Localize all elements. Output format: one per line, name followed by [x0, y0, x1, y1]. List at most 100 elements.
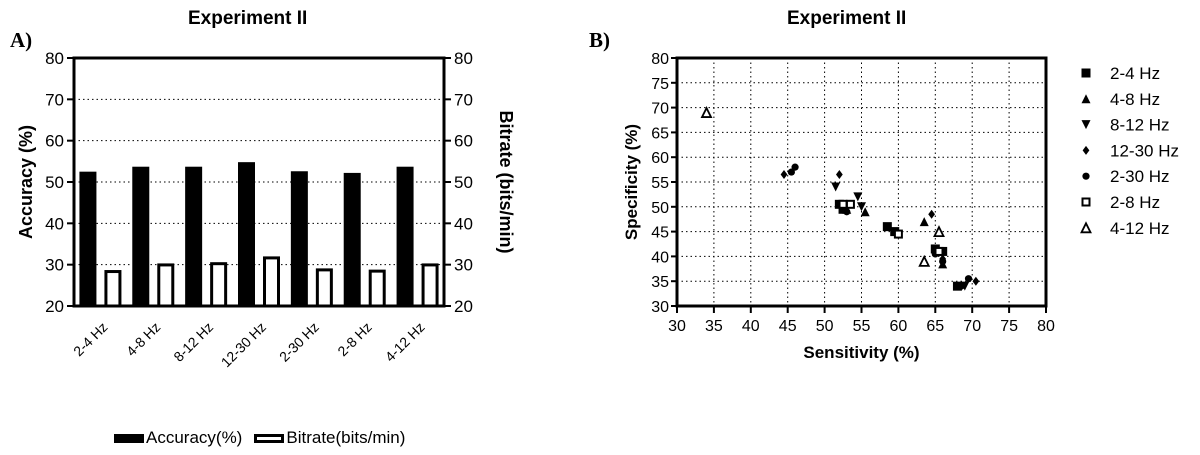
y2-tick-label: 20: [454, 297, 473, 316]
point-2-8hz: [838, 199, 848, 209]
y-tick-label: 20: [45, 297, 64, 316]
y-tick-label: 45: [651, 225, 669, 242]
legend-marker-2-30hz: [1082, 172, 1090, 180]
point-2-30hz: [843, 208, 851, 216]
x-tick-label: 75: [1000, 318, 1018, 335]
legend-label-12-30hz: 12-30 Hz: [1110, 141, 1179, 160]
point-2-30hz: [791, 163, 799, 171]
y-tick-label: 70: [651, 101, 669, 118]
y-tick-label: 50: [651, 200, 669, 217]
y-tick-label: 55: [651, 175, 669, 192]
point-8-12hz: [857, 202, 866, 212]
y-tick-label: 65: [651, 125, 669, 142]
y-axis-label: Accuracy (%): [16, 125, 36, 239]
panel-a-title: Experiment II: [188, 8, 308, 29]
y-tick-label: 40: [651, 249, 669, 266]
point-4-8hz: [919, 217, 929, 227]
y-tick-label: 35: [651, 274, 669, 291]
panel-b-letter: B): [589, 28, 610, 52]
plot-frame: [72, 56, 446, 308]
legend-label-4-8hz: 4-8 Hz: [1110, 90, 1160, 109]
legend-swatch-bitrate: [254, 433, 285, 443]
legend-item-accuracy: Accuracy(%): [114, 428, 242, 448]
y2-tick-label: 70: [454, 90, 473, 109]
legend-label-2-4hz: 2-4 Hz: [1110, 64, 1160, 83]
panel-b-title: Experiment II: [787, 8, 907, 29]
x-tick-label: 55: [853, 318, 871, 335]
bar-accuracy: [290, 171, 308, 306]
point-2-30hz: [964, 275, 973, 283]
point-2-8hz: [893, 229, 903, 239]
y-tick-label: 70: [45, 90, 64, 109]
point-8-12hz: [831, 182, 841, 192]
legend-label-2-8hz: 2-8 Hz: [1110, 193, 1160, 212]
point-12-30hz: [972, 276, 980, 286]
plot-frame: [675, 56, 1048, 308]
bar-legend: Accuracy(%) Bitrate(bits/min): [114, 428, 417, 448]
point-4-8hz: [860, 207, 870, 217]
point-2-30hz: [787, 168, 795, 176]
point-2-8hz: [845, 199, 855, 209]
y-tick-label: 40: [45, 214, 64, 233]
x-axis-label: Sensitivity (%): [803, 343, 919, 362]
y-tick-label: 75: [651, 76, 669, 93]
scatter-chart: 30 35 40 45 50 55 60 65 70 75 80 30 35 40 45 50 55 60 65 70…: [622, 51, 1179, 362]
point-2-4hz: [952, 281, 962, 291]
y2-tick-label: 50: [454, 173, 473, 192]
legend-marker-2-4hz: [1081, 68, 1091, 78]
legend-label-2-30hz: 2-30 Hz: [1110, 167, 1170, 186]
y-tick-label: 50: [45, 173, 64, 192]
y-tick-label: 80: [651, 51, 669, 68]
legend-marker-12-30hz: [1082, 145, 1090, 155]
legend-swatch-accuracy: [114, 433, 144, 443]
x-tick-label: 30: [668, 318, 686, 335]
bar-accuracy: [185, 166, 203, 306]
x-tick-label: 50: [816, 318, 834, 335]
x-tick-label: 35: [705, 318, 723, 335]
y2-tick-label: 30: [454, 256, 473, 275]
point-12-30hz: [835, 170, 843, 180]
point-4-12hz: [700, 106, 713, 118]
y2-tick-label: 40: [454, 214, 473, 233]
bar-accuracy: [238, 162, 255, 306]
point-8-12hz: [853, 192, 863, 202]
y-tick-label: 60: [651, 150, 669, 167]
legend-label-8-12hz: 8-12 Hz: [1110, 116, 1170, 135]
y-tick-label: 60: [45, 132, 64, 151]
bar-accuracy: [132, 166, 150, 306]
point-12-30hz: [928, 209, 935, 219]
y2-tick-label: 60: [454, 132, 473, 151]
x-tick-label: 60: [890, 318, 908, 335]
point-2-30hz: [939, 257, 947, 265]
legend-label-4-12hz: 4-12 Hz: [1110, 219, 1170, 238]
legend-item-bitrate: Bitrate(bits/min): [254, 428, 405, 448]
y-tick-label: 80: [45, 49, 64, 68]
x-tick-label: 65: [926, 318, 944, 335]
y2-tick-label: 80: [454, 49, 473, 68]
legend-label-bitrate: Bitrate(bits/min): [286, 428, 406, 447]
x-tick-label: 45: [779, 318, 797, 335]
legend-marker-2-8hz: [1081, 197, 1091, 207]
y2-axis-label: Bitrate (bits/min): [496, 110, 516, 253]
panel-a-letter: A): [10, 28, 33, 52]
point-2-30hz: [957, 282, 965, 290]
point-2-4hz: [838, 204, 848, 214]
point-4-12hz: [933, 225, 945, 238]
bar-accuracy: [79, 171, 97, 306]
point-2-8hz: [934, 246, 944, 256]
bar-accuracy: [396, 166, 414, 306]
x-tick-label: 80: [1037, 318, 1055, 335]
y-tick-label: 30: [45, 256, 64, 275]
point-4-12hz: [918, 254, 931, 267]
legend-label-accuracy: Accuracy(%): [146, 428, 243, 447]
x-tick-label: 40: [742, 318, 760, 335]
y-tick-label: 30: [651, 299, 669, 316]
point-12-30hz: [780, 170, 788, 180]
legend-marker-8-12hz: [1081, 120, 1091, 130]
point-2-4hz: [882, 222, 892, 232]
legend-marker-4-8hz: [1081, 94, 1091, 104]
y-axis-label: Specificity (%): [622, 124, 641, 240]
x-tick-label: 70: [963, 318, 981, 335]
legend-marker-4-12hz: [1080, 221, 1092, 234]
